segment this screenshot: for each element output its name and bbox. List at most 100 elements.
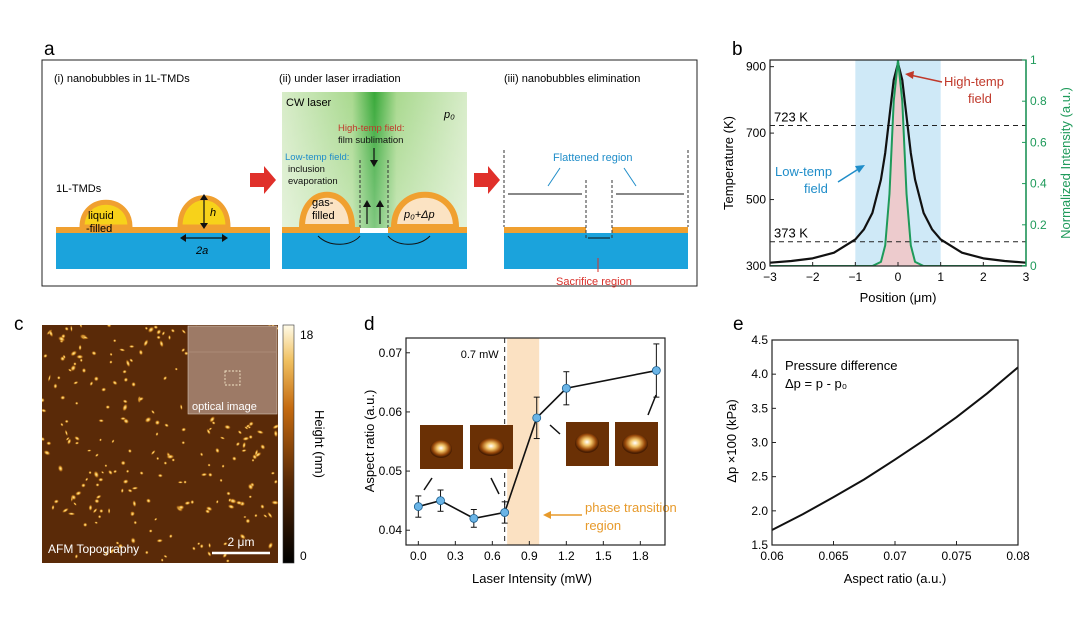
transition-arrowhead xyxy=(543,511,551,519)
panel-d-ylabel: Aspect ratio (a.u.) xyxy=(362,390,377,493)
nanobubble-137 xyxy=(82,522,88,528)
thumb-3-bubble xyxy=(575,433,599,453)
nanobubble-17 xyxy=(131,486,139,490)
nanobubble-215 xyxy=(166,454,175,460)
nanobubble-111 xyxy=(157,473,163,478)
nanobubble-63 xyxy=(112,380,118,386)
panel-b: b 723 K 373 K High-temp field Low-temp field −… xyxy=(721,39,1073,305)
nanobubble-54 xyxy=(226,491,231,496)
nanobubble-38 xyxy=(248,495,253,499)
nanobubble-100 xyxy=(131,381,137,388)
nanobubble-44 xyxy=(251,458,255,462)
nanobubble-1 xyxy=(159,339,164,348)
annotation-low-2: field xyxy=(804,181,828,196)
panel-a: a (i) nanobubbles in 1L-TMDs (ii) under … xyxy=(41,39,698,288)
nanobubble-23 xyxy=(43,450,51,456)
nanobubble-177 xyxy=(215,499,219,504)
height-arrow-head-up xyxy=(200,194,208,200)
x-tick-label-1: −2 xyxy=(806,270,820,284)
panel-e-ylabel: Δp ×100 (kPa) xyxy=(724,399,739,482)
nanobubble-77 xyxy=(99,508,104,514)
nanobubble-143 xyxy=(108,547,114,555)
nanobubble-186 xyxy=(73,380,79,385)
step3-title: (iii) nanobubbles elimination xyxy=(504,73,640,85)
nanobubble-65 xyxy=(155,431,159,437)
nanobubble-46 xyxy=(53,499,60,504)
substrate xyxy=(56,233,270,269)
transition-label-2: region xyxy=(585,518,621,533)
nanobubble-0 xyxy=(156,456,160,461)
nanobubble-171 xyxy=(254,448,259,457)
nanobubble-49 xyxy=(105,404,111,410)
pressure-curve xyxy=(771,366,1019,531)
nanobubble-169 xyxy=(120,488,124,494)
height-arrow-head-down xyxy=(200,223,208,229)
nanobubble-214 xyxy=(184,500,191,506)
thumb-1-bubble xyxy=(430,440,452,458)
low-field-desc-1: inclusion xyxy=(288,164,325,175)
gas-label-2: filled xyxy=(312,210,335,222)
annotation-high-arrowhead xyxy=(905,71,914,79)
panel-letter-e: e xyxy=(733,314,744,335)
gas-label-1: gas- xyxy=(312,197,334,209)
nanobubble-127 xyxy=(74,553,79,559)
nanobubble-130 xyxy=(227,504,235,510)
nanobubble-101 xyxy=(42,397,45,403)
nanobubble-105 xyxy=(225,559,230,563)
nanobubble-103 xyxy=(231,456,237,462)
nanobubble-87 xyxy=(179,403,183,411)
nanobubble-193 xyxy=(207,463,211,467)
step1-title: (i) nanobubbles in 1L-TMDs xyxy=(54,73,190,85)
nanobubble-255 xyxy=(163,461,168,465)
nanobubble-206 xyxy=(208,542,212,549)
afm-thumbnails xyxy=(420,422,658,469)
nanobubble-239 xyxy=(144,326,149,331)
colorbar-min: 0 xyxy=(300,549,307,563)
nanobubble-222 xyxy=(48,329,54,338)
nanobubble-148 xyxy=(104,550,108,557)
nanobubble-165 xyxy=(160,558,164,562)
nanobubble-225 xyxy=(57,335,66,343)
nanobubble-250 xyxy=(125,469,130,474)
nanobubble-259 xyxy=(127,448,132,454)
nanobubble-146 xyxy=(199,452,204,457)
nanobubble-27 xyxy=(65,436,70,441)
nanobubble-89 xyxy=(270,471,276,475)
nanobubble-248 xyxy=(144,416,152,423)
nanobubble-95 xyxy=(156,329,162,335)
nanobubble-147 xyxy=(100,470,105,474)
y-tick-label-5: 4.0 xyxy=(751,367,768,381)
nanobubble-3 xyxy=(95,482,100,487)
nanobubble-254 xyxy=(150,409,156,415)
nanobubble-224 xyxy=(183,480,187,484)
y-tick-left-label-0: 300 xyxy=(746,259,766,273)
nanobubble-242 xyxy=(137,396,145,402)
panel-b-ylabel-left: Temperature (K) xyxy=(721,116,736,210)
nanobubble-223 xyxy=(89,381,94,387)
film-left-3 xyxy=(504,227,586,233)
high-field-title: High-temp field: xyxy=(338,123,405,134)
x-tick-label-6: 3 xyxy=(1023,270,1030,284)
nanobubble-201 xyxy=(219,436,226,440)
nanobubble-253 xyxy=(204,509,211,514)
nanobubble-257 xyxy=(260,444,266,450)
threshold-label: 0.7 mW xyxy=(461,349,500,361)
nanobubble-140 xyxy=(154,419,161,426)
nanobubble-25 xyxy=(123,377,129,383)
nanobubble-180 xyxy=(254,513,258,518)
nanobubble-139 xyxy=(139,471,144,476)
nanobubble-249 xyxy=(125,359,131,368)
x-tick-label-1: 0.065 xyxy=(818,549,848,563)
data-point-2 xyxy=(469,513,479,523)
data-point-5 xyxy=(561,383,571,393)
nanobubble-50 xyxy=(93,470,100,479)
nanobubble-209 xyxy=(168,534,173,539)
nanobubble-236 xyxy=(208,427,213,431)
y-tick-right-label-3: 0.6 xyxy=(1030,135,1047,149)
nanobubble-13 xyxy=(237,430,243,435)
nanobubble-42 xyxy=(94,498,100,504)
panel-c: c optical image AFM Topography 2 μm 18 0… xyxy=(14,314,327,564)
nanobubble-22 xyxy=(94,521,99,525)
nanobubble-153 xyxy=(122,369,127,374)
nanobubble-179 xyxy=(60,422,64,427)
